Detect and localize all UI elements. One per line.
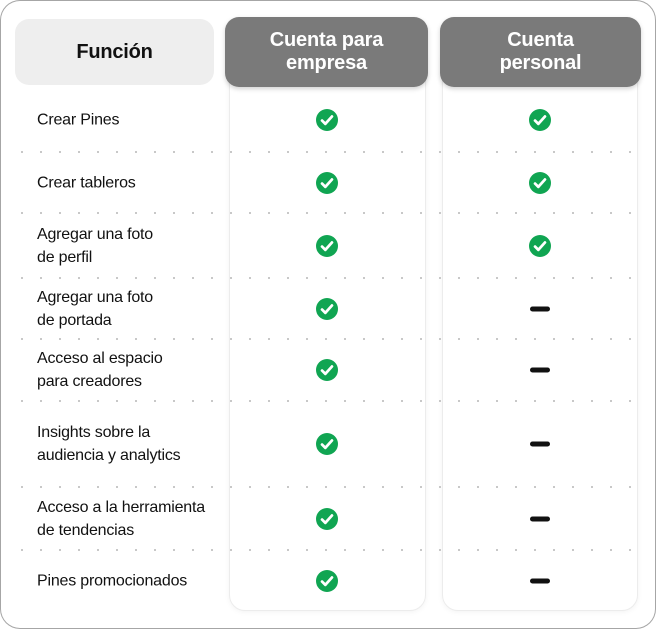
dotted-separator xyxy=(21,212,637,214)
feature-label: Pines promocionados xyxy=(37,572,188,589)
check-circle-icon xyxy=(316,297,338,320)
column-header-business: Cuenta para empresa xyxy=(225,17,428,87)
dash-icon xyxy=(530,516,550,521)
feature-label: Agregar una foto de perfil xyxy=(37,225,153,266)
table-row: Pines promocionados xyxy=(1,550,655,611)
table-row: Crear tableros xyxy=(1,152,655,213)
check-circle-icon xyxy=(316,234,338,257)
dotted-separator xyxy=(21,151,637,153)
personal-cell xyxy=(530,516,550,521)
business-cell xyxy=(316,234,338,257)
check-circle-icon xyxy=(529,171,551,194)
dotted-separator xyxy=(21,338,637,340)
personal-cell xyxy=(530,441,550,447)
check-circle-icon xyxy=(529,234,551,257)
table-row: Agregar una foto de portada xyxy=(1,278,655,339)
business-cell xyxy=(316,171,338,194)
feature-label: Crear tableros xyxy=(37,174,136,191)
personal-cell xyxy=(530,306,550,311)
table-row: Agregar una foto de perfil xyxy=(1,213,655,278)
dotted-separator xyxy=(21,400,637,402)
feature-label: Agregar una foto de portada xyxy=(37,288,153,329)
table-row: Acceso al espacio para creadores xyxy=(1,339,655,401)
business-cell xyxy=(316,569,338,592)
check-circle-icon xyxy=(316,507,338,530)
personal-cell xyxy=(529,171,551,194)
feature-label: Acceso al espacio para creadores xyxy=(37,350,163,390)
business-cell xyxy=(316,507,338,530)
feature-label: Crear Pines xyxy=(37,111,120,128)
dash-icon xyxy=(530,578,550,583)
dotted-separator xyxy=(21,549,637,551)
table-row: Acceso a la herramienta de tendencias xyxy=(1,487,655,550)
check-circle-icon xyxy=(316,108,338,131)
column-header-funcion: Función xyxy=(15,19,214,85)
dash-icon xyxy=(530,367,550,373)
dash-icon xyxy=(530,441,550,447)
business-cell xyxy=(316,433,338,455)
check-circle-icon xyxy=(316,433,338,455)
business-cell xyxy=(316,108,338,131)
column-header-business-label: Cuenta para empresa xyxy=(269,29,384,74)
dash-icon xyxy=(530,306,550,311)
column-header-personal: Cuenta personal xyxy=(440,17,641,87)
check-circle-icon xyxy=(529,108,551,131)
personal-cell xyxy=(529,234,551,257)
dotted-separator xyxy=(21,277,637,279)
column-header-personal-label: Cuenta personal xyxy=(499,29,582,74)
dotted-separator xyxy=(21,486,637,488)
personal-cell xyxy=(530,367,550,373)
check-circle-icon xyxy=(316,171,338,194)
table-row: Crear Pines xyxy=(1,87,655,152)
check-circle-icon xyxy=(316,359,338,381)
business-cell xyxy=(316,359,338,381)
feature-label: Acceso a la herramienta de tendencias xyxy=(37,498,205,539)
check-circle-icon xyxy=(316,569,338,592)
column-header-funcion-label: Función xyxy=(76,40,153,63)
personal-cell xyxy=(530,578,550,583)
table-row: Insights sobre la audiencia y analytics xyxy=(1,401,655,487)
feature-label: Insights sobre la audiencia y analytics xyxy=(37,424,181,464)
personal-cell xyxy=(529,108,551,131)
business-cell xyxy=(316,297,338,320)
